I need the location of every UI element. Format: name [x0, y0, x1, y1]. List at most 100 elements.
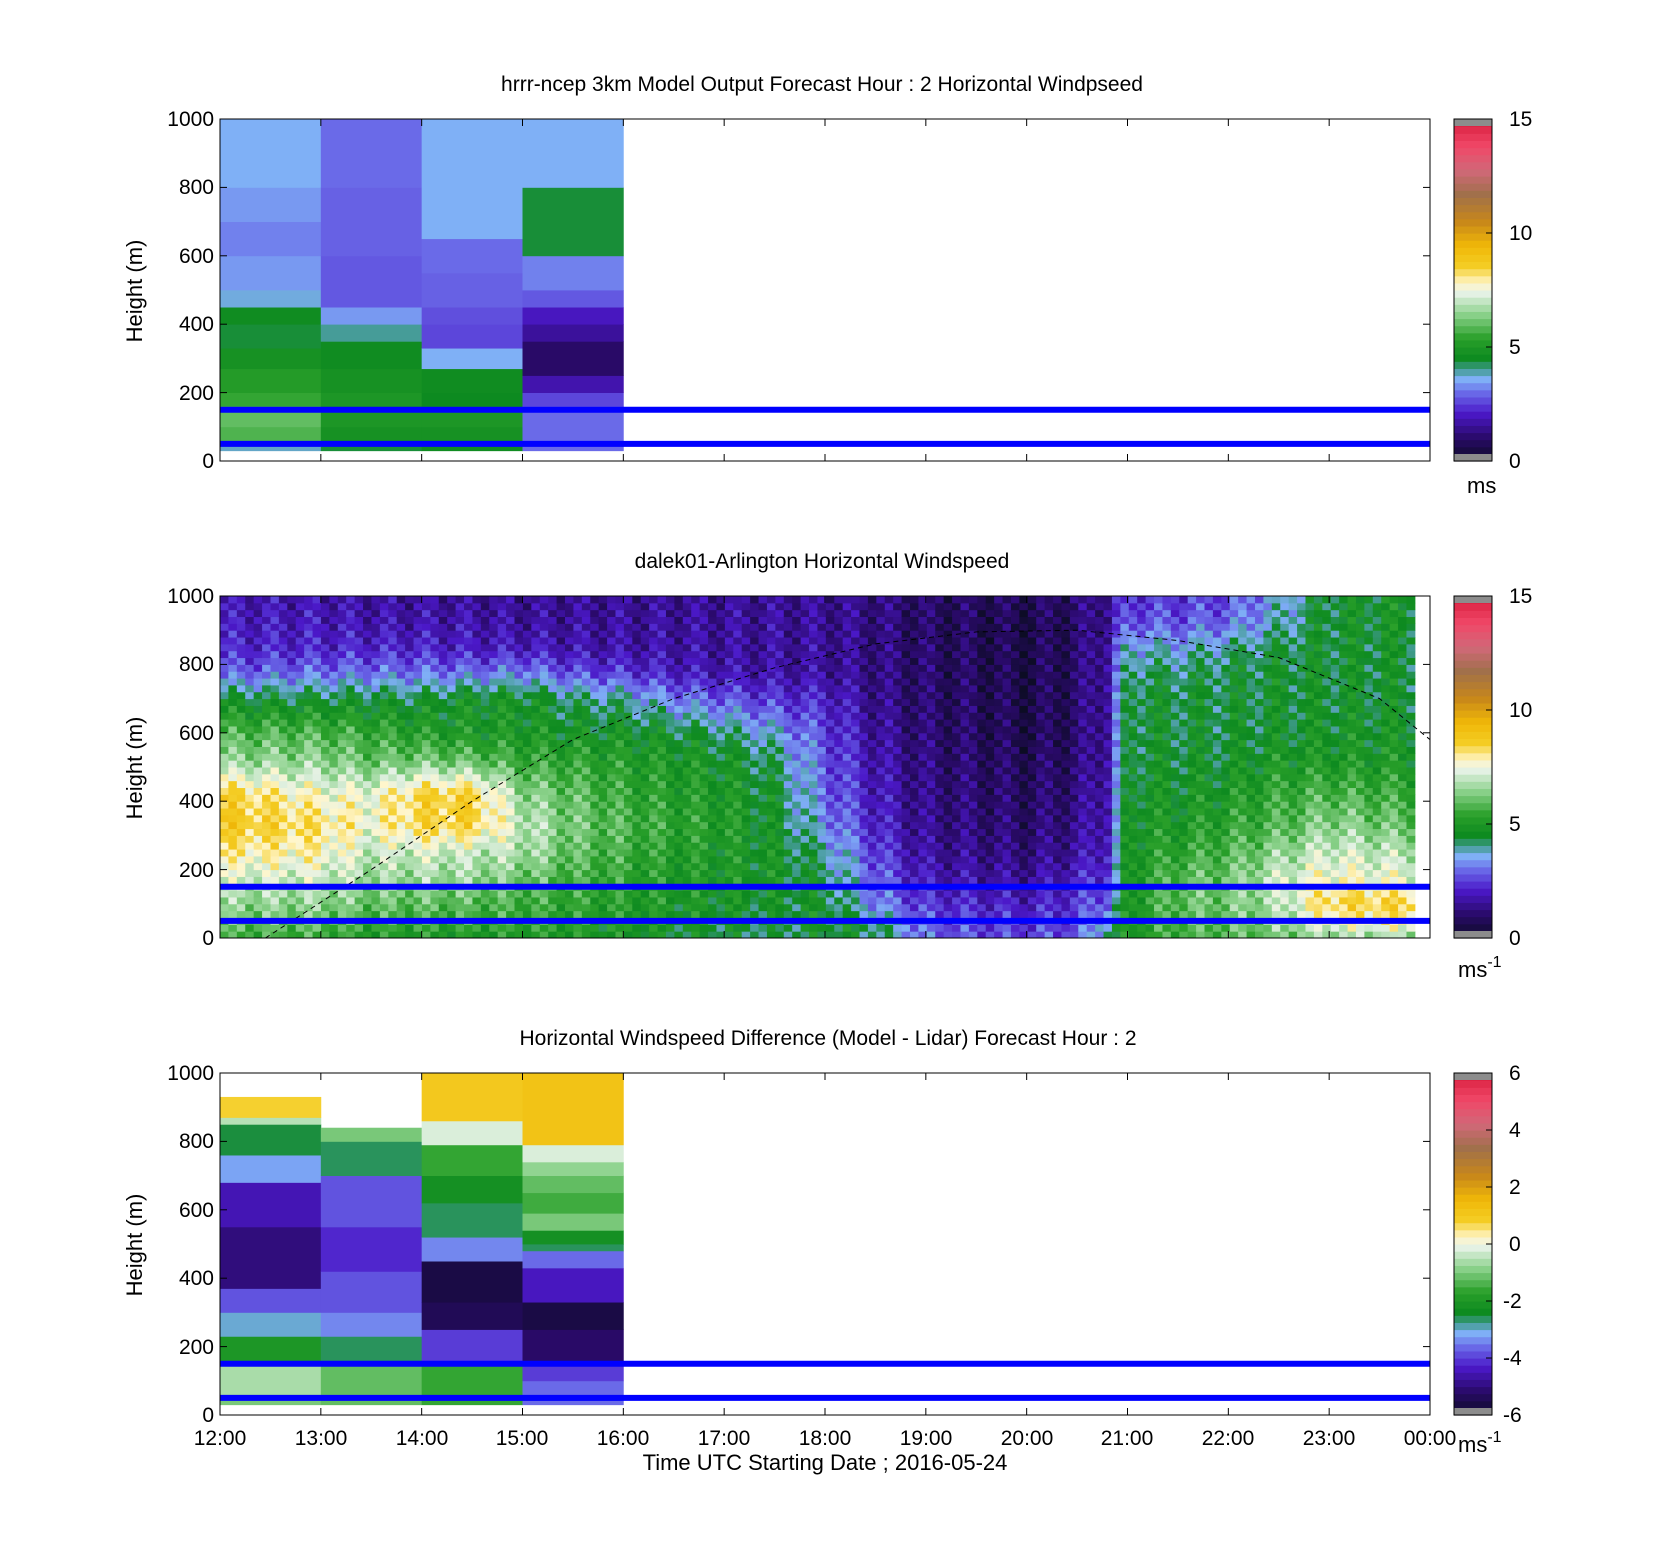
heatmap-cell	[792, 794, 802, 802]
heatmap-cell	[708, 732, 717, 741]
heatmap-cell	[994, 602, 1004, 611]
heatmap-cell	[733, 609, 743, 618]
heatmap-cell	[926, 773, 936, 782]
heatmap-cell	[842, 849, 852, 857]
heatmap-cell	[413, 814, 423, 823]
heatmap-cell	[825, 705, 835, 713]
heatmap-cell	[304, 787, 314, 795]
heatmap-cell	[236, 657, 246, 665]
heatmap-cell	[421, 678, 431, 686]
heatmap-cell	[421, 896, 431, 905]
heatmap-cell	[682, 821, 692, 830]
heatmap-cell	[346, 602, 356, 611]
heatmap-cell	[708, 896, 717, 905]
heatmap-cell	[1002, 780, 1012, 789]
heatmap-cell	[766, 719, 776, 727]
heatmap-cell	[977, 643, 987, 652]
heatmap-cell	[598, 801, 608, 809]
panel-model: hrrr-ncep 3km Model Output Forecast Hour…	[122, 73, 1532, 498]
heatmap-cell	[472, 835, 482, 843]
heatmap-cell	[985, 760, 995, 768]
heatmap-cell	[1019, 862, 1029, 871]
heatmap-cell	[220, 876, 229, 884]
heatmap-cell	[1010, 678, 1020, 686]
heatmap-cell	[918, 855, 928, 864]
heatmap-cell	[876, 808, 886, 816]
heatmap-cell	[497, 698, 507, 706]
heatmap-cell	[295, 637, 305, 645]
heatmap-cell	[245, 616, 255, 624]
heatmap-cell	[994, 931, 1004, 939]
heatmap-cell	[893, 821, 903, 830]
heatmap-cell	[304, 753, 314, 761]
heatmap-cell	[220, 760, 229, 768]
heatmap-cell	[598, 637, 608, 645]
heatmap-cell	[935, 596, 945, 604]
heatmap-cell	[901, 814, 911, 823]
heatmap-cell	[236, 609, 246, 618]
heatmap-cell	[623, 732, 633, 741]
heatmap-cell	[615, 773, 625, 782]
heatmap-cell	[421, 272, 523, 308]
heatmap-cell	[514, 842, 524, 850]
heatmap-cell	[935, 746, 945, 754]
heatmap-cell	[354, 725, 364, 734]
heatmap-cell	[539, 842, 549, 850]
heatmap-cell	[590, 896, 600, 905]
heatmap-cell	[253, 808, 263, 816]
heatmap-cell	[909, 623, 919, 631]
heatmap-cell	[379, 801, 389, 809]
heatmap-cell	[640, 767, 650, 775]
heatmap-cell	[220, 705, 229, 713]
heatmap-cell	[943, 896, 953, 905]
heatmap-cell	[724, 890, 734, 898]
heatmap-cell	[379, 739, 389, 747]
heatmap-cell	[539, 602, 549, 611]
heatmap-cell	[682, 910, 692, 918]
heatmap-cell	[455, 760, 465, 768]
heatmap-cell	[657, 787, 667, 795]
heatmap-cell	[842, 842, 852, 850]
panel-1-colorbar-tick: 0	[1509, 450, 1521, 473]
heatmap-cell	[405, 691, 415, 700]
heatmap-cell	[379, 767, 389, 775]
heatmap-cell	[876, 876, 886, 884]
heatmap-cell	[994, 671, 1004, 679]
heatmap-cell	[682, 609, 692, 618]
heatmap-cell	[783, 684, 793, 693]
heatmap-cell	[758, 780, 768, 789]
heatmap-cell	[363, 602, 372, 611]
heatmap-cell	[438, 924, 448, 932]
heatmap-cell	[783, 876, 793, 884]
heatmap-cell	[573, 643, 583, 652]
heatmap-cell	[851, 842, 861, 850]
heatmap-cell	[733, 705, 743, 713]
heatmap-cell	[564, 753, 574, 761]
heatmap-cell	[581, 862, 591, 871]
heatmap-cell	[497, 876, 507, 884]
heatmap-cell	[632, 657, 642, 665]
heatmap-cell	[985, 664, 995, 672]
heatmap-cell	[1027, 780, 1037, 789]
heatmap-cell	[506, 924, 516, 932]
heatmap-cell	[371, 753, 381, 761]
heatmap-cell	[943, 931, 953, 939]
heatmap-cell	[834, 657, 844, 665]
heatmap-cell	[775, 678, 785, 686]
heatmap-cell	[548, 609, 558, 618]
heatmap-cell	[758, 712, 768, 720]
heatmap-cell	[421, 719, 431, 727]
heatmap-cell	[708, 931, 717, 939]
heatmap-cell	[909, 862, 919, 871]
heatmap-cell	[556, 890, 566, 898]
heatmap-cell	[304, 794, 314, 802]
heatmap-cell	[564, 616, 574, 624]
heatmap-cell	[834, 849, 844, 857]
heatmap-cell	[262, 924, 271, 932]
heatmap-cell	[262, 643, 271, 652]
heatmap-cell	[766, 924, 776, 932]
heatmap-cell	[489, 903, 499, 912]
heatmap-cell	[884, 630, 894, 638]
heatmap-cell	[758, 657, 768, 665]
heatmap-cell	[918, 691, 928, 700]
